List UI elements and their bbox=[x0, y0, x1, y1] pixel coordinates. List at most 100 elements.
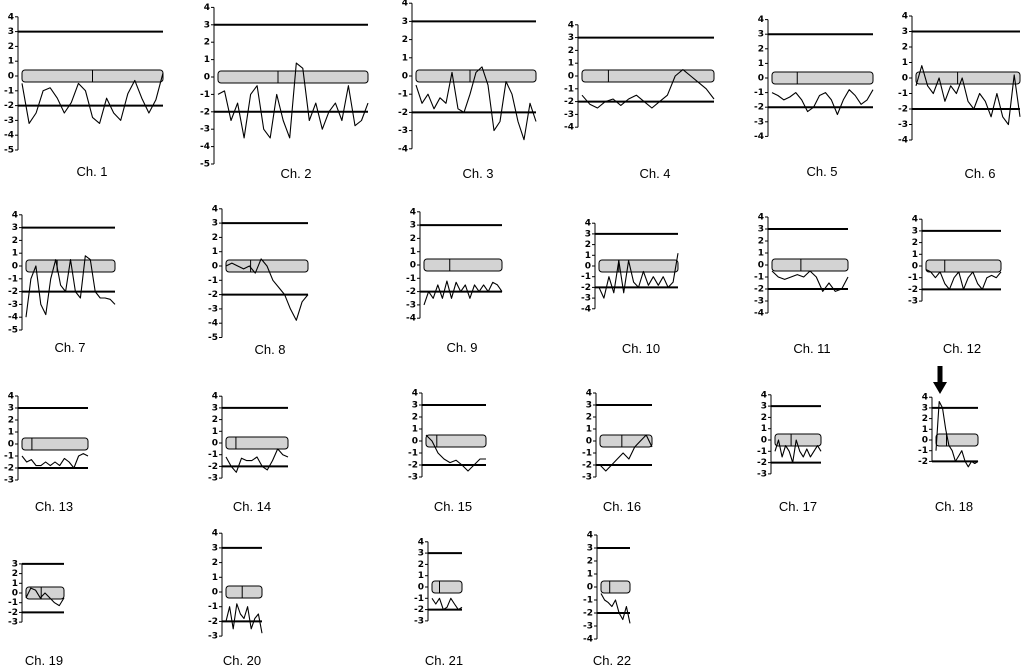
chromosome-panel: 4 3 2 1 0 -1 -2 -3 -4 Ch. 11 bbox=[754, 213, 849, 356]
y-tick-label: 0 bbox=[412, 437, 418, 447]
y-tick-label: 4 bbox=[12, 210, 18, 220]
ideogram bbox=[599, 434, 653, 448]
y-tick-label: 2 bbox=[204, 38, 210, 48]
y-tick-label: -2 bbox=[208, 462, 218, 472]
chart-title: Ch. 16 bbox=[603, 499, 641, 514]
y-tick-label: 1 bbox=[8, 428, 14, 438]
y-tick-label: -1 bbox=[4, 86, 14, 96]
ideogram bbox=[598, 259, 679, 273]
y-tick-label: 4 bbox=[912, 215, 918, 225]
y-tick-label: -4 bbox=[898, 136, 908, 146]
y-tick-label: -3 bbox=[581, 294, 591, 304]
chart-title: Ch. 2 bbox=[280, 166, 311, 181]
score-curve bbox=[423, 280, 503, 306]
y-tick-label: 2 bbox=[8, 42, 14, 52]
chart-title: Ch. 13 bbox=[35, 499, 73, 514]
y-tick-label: -5 bbox=[4, 146, 14, 156]
y-tick-label: -2 bbox=[408, 461, 418, 471]
y-tick-label: 0 bbox=[8, 440, 14, 450]
y-tick-label: 1 bbox=[922, 425, 928, 435]
y-tick-label: -4 bbox=[754, 132, 764, 142]
score-curve bbox=[225, 448, 289, 473]
y-tick-label: 2 bbox=[585, 240, 591, 250]
y-tick-label: 0 bbox=[586, 437, 592, 447]
score-curve bbox=[774, 439, 822, 464]
y-tick-label: 3 bbox=[758, 225, 764, 235]
y-tick-label: -1 bbox=[564, 84, 574, 94]
y-tick-label: -1 bbox=[208, 276, 218, 286]
y-tick-label: 2 bbox=[402, 35, 408, 45]
y-tick-label: 1 bbox=[912, 250, 918, 260]
y-tick-label: -2 bbox=[8, 608, 18, 618]
chart-title: Ch. 1 bbox=[76, 164, 107, 179]
y-tick-label: 4 bbox=[410, 207, 416, 217]
y-tick-label: -2 bbox=[564, 97, 574, 107]
chart-title: Ch. 8 bbox=[254, 342, 285, 357]
y-tick-label: -1 bbox=[8, 274, 18, 284]
y-tick-label: -1 bbox=[4, 452, 14, 462]
y-tick-label: 4 bbox=[902, 12, 908, 22]
y-tick-label: -5 bbox=[208, 333, 218, 343]
score-curve bbox=[935, 400, 979, 468]
chromosome-panel: 4 3 2 1 0 -1 -2 -3 Ch. 16 bbox=[582, 389, 653, 514]
y-tick-label: 2 bbox=[212, 233, 218, 243]
ideogram bbox=[425, 434, 487, 448]
y-tick-label: 3 bbox=[758, 30, 764, 40]
y-tick-label: -3 bbox=[4, 476, 14, 486]
chromosome-panel: 4 3 2 1 0 -1 -2 -3 -4 -5 Ch. 1 bbox=[4, 12, 164, 179]
y-tick-label: 3 bbox=[587, 544, 593, 554]
y-tick-label: -1 bbox=[754, 273, 764, 283]
y-tick-label: 4 bbox=[418, 537, 424, 547]
ideogram bbox=[600, 580, 631, 594]
ideogram bbox=[225, 436, 289, 450]
chart-title: Ch. 15 bbox=[434, 499, 472, 514]
chromosome-panel: 4 321 0-1-2-3 Ch. 17 bbox=[757, 390, 822, 514]
score-curve bbox=[581, 69, 715, 109]
y-tick-label: -2 bbox=[414, 605, 424, 615]
y-tick-label: -3 bbox=[200, 125, 210, 135]
y-tick-label: 0 bbox=[212, 439, 218, 449]
y-tick-label: -2 bbox=[754, 103, 764, 113]
y-tick-label: -1 bbox=[408, 449, 418, 459]
y-tick-label: -4 bbox=[406, 314, 416, 324]
y-tick-label: 1 bbox=[758, 249, 764, 259]
chart-title: Ch. 22 bbox=[593, 653, 631, 668]
y-tick-label: 0 bbox=[212, 588, 218, 598]
y-tick-label: -3 bbox=[208, 632, 218, 642]
score-curve bbox=[598, 253, 679, 299]
y-tick-label: 2 bbox=[912, 238, 918, 248]
ideogram bbox=[771, 71, 874, 85]
y-tick-label: -1 bbox=[414, 594, 424, 604]
y-tick-label: -1 bbox=[406, 274, 416, 284]
y-tick-label: 2 bbox=[8, 416, 14, 426]
y-tick-label: -3 bbox=[757, 469, 767, 479]
y-tick-label: 3 bbox=[586, 401, 592, 411]
y-tick-label: 2 bbox=[410, 234, 416, 244]
y-tick-label: -2 bbox=[8, 287, 18, 297]
y-tick-label: -2 bbox=[898, 105, 908, 115]
y-tick-label: 0 bbox=[922, 436, 928, 446]
y-tick-label: -5 bbox=[200, 160, 210, 170]
chart-title: Ch. 12 bbox=[943, 341, 981, 356]
score-curve bbox=[925, 269, 1002, 290]
y-tick-label: -4 bbox=[581, 304, 591, 314]
y-tick-label: 1 bbox=[412, 425, 418, 435]
chart-title: Ch. 11 bbox=[793, 341, 830, 356]
chromosome-panel: 4 3 2 1 0 -1 -2 -3 -4 Ch. 6 bbox=[898, 12, 1021, 181]
y-tick-label: -1 bbox=[200, 90, 210, 100]
y-tick-label: -3 bbox=[908, 297, 918, 307]
y-tick-label: 1 bbox=[8, 57, 14, 67]
y-tick-label: 0 bbox=[418, 583, 424, 593]
y-tick-label: 0 bbox=[902, 74, 908, 84]
y-tick-label: 1 bbox=[587, 570, 593, 580]
y-tick-label: -3 bbox=[583, 622, 593, 632]
y-tick-label: 0 bbox=[410, 261, 416, 271]
chart-title: Ch. 6 bbox=[964, 166, 995, 181]
y-tick-label: -3 bbox=[4, 116, 14, 126]
y-tick-label: -1 bbox=[898, 89, 908, 99]
y-tick-label: 0 bbox=[568, 72, 574, 82]
y-tick-label: -1 bbox=[8, 598, 18, 608]
chromosome-panel: 4 3 2 1 0 -1 -2 -3 -4 -5 Ch. 2 bbox=[200, 3, 369, 181]
